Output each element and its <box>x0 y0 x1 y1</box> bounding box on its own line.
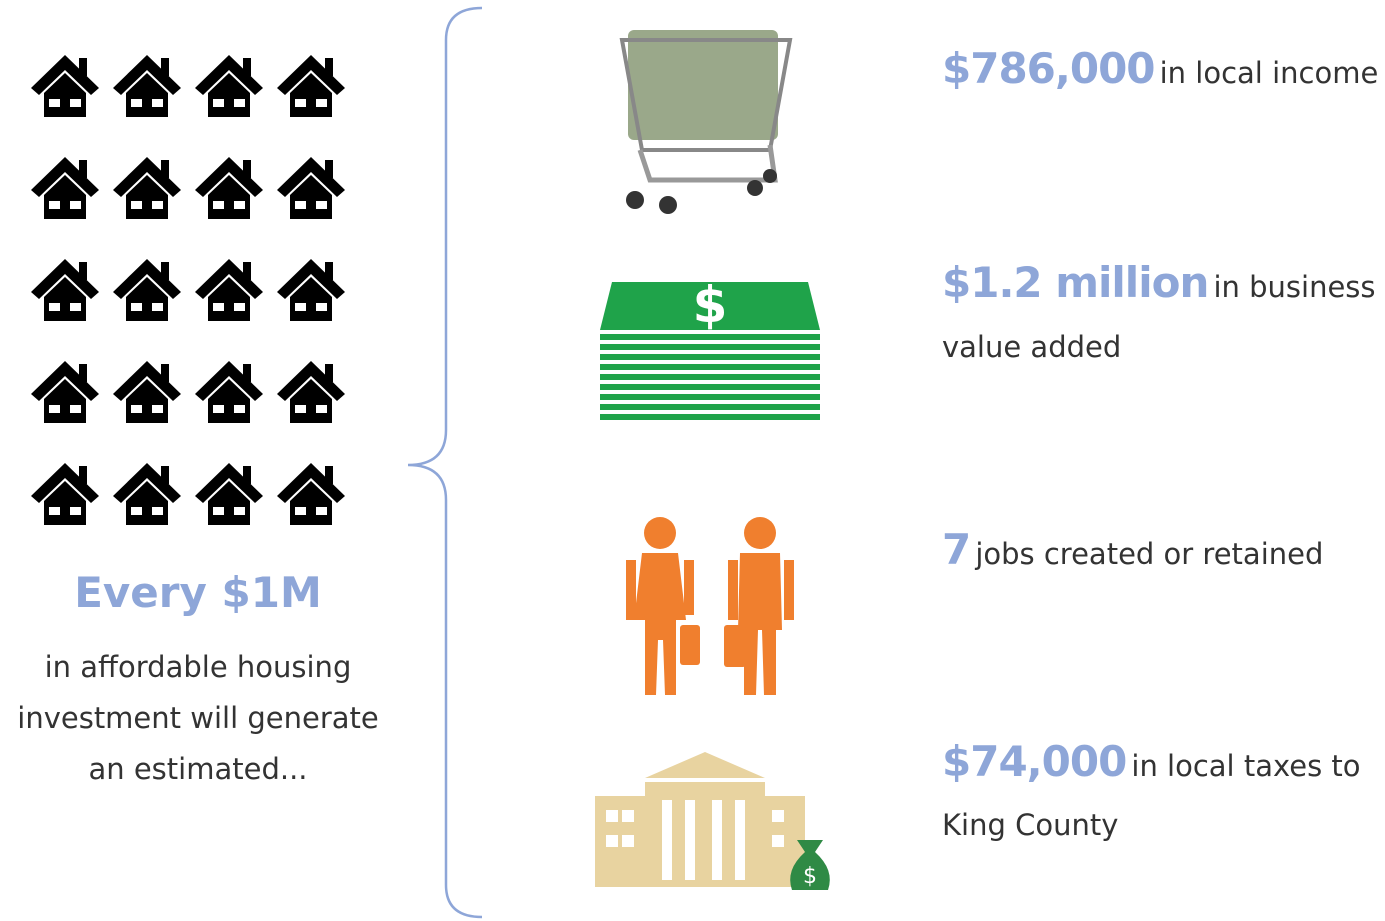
house-icon <box>195 55 263 117</box>
house-grid <box>31 55 345 525</box>
item-text: in business <box>1213 270 1375 304</box>
svg-text:$: $ <box>693 276 728 334</box>
item-text: in local income <box>1160 56 1379 90</box>
house-icon <box>195 361 263 423</box>
house-icon <box>31 259 99 321</box>
house-icon <box>113 361 181 423</box>
item: 7 jobs created or retained <box>942 525 1323 574</box>
house-icon <box>31 361 99 423</box>
building-icon: $ <box>595 752 830 890</box>
item-continuation: value added <box>942 330 1121 364</box>
highlight: $74,000 <box>942 737 1126 786</box>
house-icon <box>195 259 263 321</box>
house-icon <box>277 157 345 219</box>
bracket <box>408 8 482 917</box>
body-line: in affordable housing <box>0 650 396 684</box>
item: $74,000 in local taxes to <box>942 737 1361 786</box>
item-text: jobs created or retained <box>975 537 1323 571</box>
infographic: $ $ Every $1M in affordable housing inve… <box>0 0 1385 921</box>
people-icon <box>626 517 794 695</box>
item: $786,000 in local income <box>942 44 1378 93</box>
item-continuation: King County <box>942 808 1118 842</box>
highlight: $1.2 million <box>942 258 1208 307</box>
cart-icon <box>622 30 790 214</box>
money-stack-icon: $ <box>600 276 820 420</box>
svg-text:$: $ <box>803 864 817 889</box>
highlight: $786,000 <box>942 44 1155 93</box>
body-line: an estimated... <box>0 752 396 786</box>
house-icon <box>277 361 345 423</box>
body-line: investment will generate <box>0 701 396 735</box>
house-icon <box>113 463 181 525</box>
house-icon <box>31 463 99 525</box>
house-icon <box>195 463 263 525</box>
item-text: in local taxes to <box>1131 749 1360 783</box>
house-icon <box>113 157 181 219</box>
headline: Every $1M <box>0 568 396 617</box>
house-icon <box>195 157 263 219</box>
item: $1.2 million in business <box>942 258 1376 307</box>
house-icon <box>113 259 181 321</box>
highlight: 7 <box>942 525 970 574</box>
house-icon <box>31 55 99 117</box>
house-icon <box>31 157 99 219</box>
house-icon <box>277 259 345 321</box>
house-icon <box>277 463 345 525</box>
house-icon <box>113 55 181 117</box>
house-icon <box>277 55 345 117</box>
